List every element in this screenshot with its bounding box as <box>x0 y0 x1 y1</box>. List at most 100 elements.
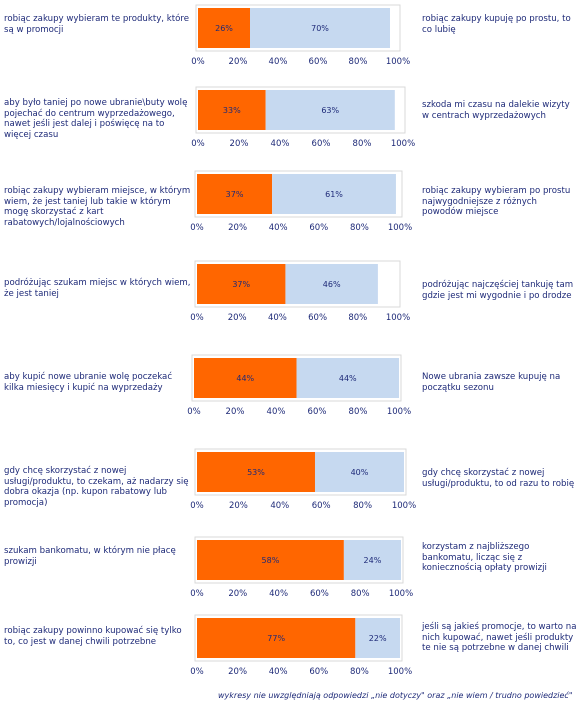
data-label-right: 22% <box>369 634 387 643</box>
left-statement: aby było taniej po nowe ubranie\buty wol… <box>4 98 188 140</box>
data-label-right: 24% <box>364 556 382 565</box>
plot-frame <box>195 4 401 52</box>
bar-chart: 26% 70% 0% 20% 40% 60% 80% 100% <box>191 4 410 67</box>
right-statement: robiąc zakupy kupuję po prostu, to co lu… <box>422 14 571 35</box>
tick-label: 40% <box>269 57 288 67</box>
plot-frame <box>194 448 407 496</box>
left-statement: aby kupić nowe ubranie wolę poczekać kil… <box>4 372 173 393</box>
data-label-left: 58% <box>262 556 280 565</box>
bar-right <box>250 8 390 48</box>
tick-label: 100% <box>387 407 411 417</box>
tick-label: 0% <box>187 407 201 417</box>
tick-label: 40% <box>268 313 287 323</box>
tick-label: 60% <box>309 667 328 677</box>
bar-left <box>197 174 273 214</box>
tick-label: 80% <box>350 667 369 677</box>
bar-right <box>285 264 378 304</box>
left-statement: robiąc zakupy powinno kupować się tylko … <box>4 626 182 647</box>
tick-label: 60% <box>310 589 329 599</box>
tick-label: 60% <box>309 223 328 233</box>
data-label-left: 53% <box>247 468 265 477</box>
right-statement: jeśli są jakieś promocje, to warto na ni… <box>422 622 577 654</box>
tick-label: 0% <box>190 313 204 323</box>
data-label-right: 40% <box>351 468 369 477</box>
tick-label: 0% <box>190 589 204 599</box>
tick-label: 0% <box>190 667 204 677</box>
bar-right <box>314 452 404 492</box>
tick-label: 80% <box>353 501 372 511</box>
tick-label: 0% <box>190 223 204 233</box>
tick-label: 20% <box>229 501 248 511</box>
tick-label: 100% <box>386 313 410 323</box>
tick-label: 20% <box>230 139 249 149</box>
data-label-right: 44% <box>339 374 357 383</box>
bar-chart: 33% 63% 0% 20% 40% 60% 80% 100% <box>191 86 415 149</box>
bar-chart: 77% 22% 0% 20% 40% 60% 80% 100% <box>190 614 412 677</box>
tick-label: 0% <box>191 57 205 67</box>
tick-label: 20% <box>228 223 247 233</box>
tick-label: 40% <box>270 501 289 511</box>
bar-right <box>272 174 396 214</box>
bar-left <box>197 540 344 580</box>
left-statement: podróżując szukam miejsc w których wiem,… <box>4 278 191 299</box>
left-statement: robiąc zakupy wybieram te produkty, któr… <box>4 14 189 35</box>
bar-chart: 58% 24% 0% 20% 40% 60% 80% 100% <box>190 536 413 599</box>
chart-row: robiąc zakupy wybieram te produkty, któr… <box>0 0 580 80</box>
left-statement: gdy chcę skorzystać z nowej usługi/produ… <box>4 466 189 508</box>
tick-label: 80% <box>349 407 368 417</box>
bar-left <box>194 358 297 398</box>
tick-label: 40% <box>267 407 286 417</box>
chart-row: robiąc zakupy wybieram miejsce, w którym… <box>0 166 580 246</box>
tick-label: 80% <box>350 223 369 233</box>
data-label-left: 44% <box>236 374 254 383</box>
tick-label: 60% <box>308 407 327 417</box>
data-label-right: 70% <box>311 24 329 33</box>
footnote: wykresy nie uwzględniają odpowiedzi „nie… <box>218 691 573 700</box>
chart-row: szukam bankomatu, w którym nie płacę pro… <box>0 532 580 612</box>
tick-label: 100% <box>392 501 416 511</box>
right-statement: Nowe ubrania zawsze kupuję na początku s… <box>422 372 561 393</box>
left-statement: robiąc zakupy wybieram miejsce, w którym… <box>4 186 191 228</box>
tick-label: 100% <box>391 139 415 149</box>
tick-label: 20% <box>226 407 245 417</box>
bar-left <box>197 452 315 492</box>
tick-label: 60% <box>308 313 327 323</box>
plot-frame <box>194 614 403 662</box>
bar-chart: 53% 40% 0% 20% 40% 60% 80% 100% <box>190 448 416 511</box>
chart-row: gdy chcę skorzystać z nowej usługi/produ… <box>0 444 580 524</box>
tick-label: 80% <box>348 313 367 323</box>
right-statement: gdy chcę skorzystać z nowej usługi/produ… <box>422 468 575 489</box>
bar-chart: 37% 61% 0% 20% 40% 60% 80% 100% <box>190 170 412 233</box>
tick-label: 80% <box>351 589 370 599</box>
tick-label: 60% <box>312 501 331 511</box>
data-label-right: 63% <box>321 106 339 115</box>
plot-frame <box>191 354 402 402</box>
bar-chart: 37% 46% 0% 20% 40% 60% 80% 100% <box>190 260 410 323</box>
right-statement: robiąc zakupy wybieram po prostu najwygo… <box>422 186 571 218</box>
tick-label: 80% <box>349 57 368 67</box>
bar-right <box>296 358 399 398</box>
plot-frame <box>194 260 401 308</box>
bar-right <box>343 540 401 580</box>
tick-label: 100% <box>388 223 412 233</box>
bar-right <box>265 90 395 130</box>
tick-label: 40% <box>269 223 288 233</box>
bar-left <box>197 264 286 304</box>
plot-frame <box>194 170 403 218</box>
tick-label: 0% <box>191 139 205 149</box>
data-label-right: 46% <box>323 280 341 289</box>
tick-label: 40% <box>269 589 288 599</box>
tick-label: 20% <box>228 313 247 323</box>
data-label-right: 61% <box>325 190 343 199</box>
right-statement: podróżując najczęściej tankuję tam gdzie… <box>422 280 574 301</box>
tick-label: 0% <box>190 501 204 511</box>
data-label-left: 33% <box>223 106 241 115</box>
right-statement: szkoda mi czasu na dalekie wizyty w cent… <box>422 100 570 121</box>
bar-left <box>198 90 266 130</box>
tick-label: 20% <box>228 589 247 599</box>
tick-label: 80% <box>353 139 372 149</box>
tick-label: 40% <box>271 139 290 149</box>
tick-label: 20% <box>229 57 248 67</box>
plot-frame <box>195 86 406 134</box>
right-statement: korzystam z najbliższego bankomatu, licz… <box>422 542 547 574</box>
